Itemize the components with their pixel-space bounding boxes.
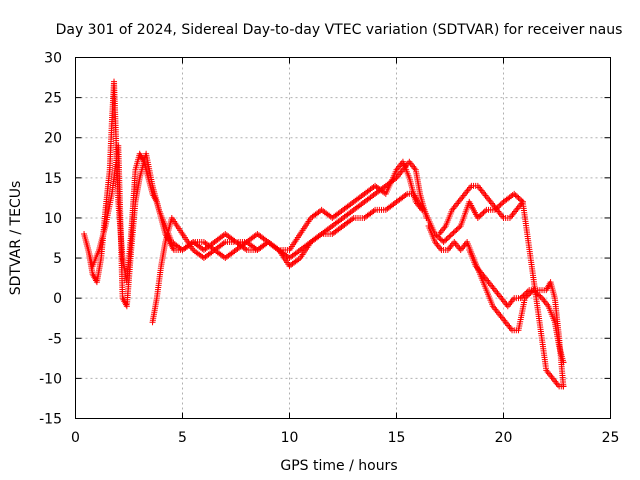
data-point — [517, 295, 524, 302]
x-tick-label: 5 — [178, 430, 187, 446]
x-axis-label: GPS time / hours — [280, 458, 397, 474]
data-point — [516, 196, 523, 203]
y-tick-label: 25 — [44, 91, 62, 107]
data-point — [442, 237, 449, 244]
x-tick-label: 20 — [495, 430, 513, 446]
data-point — [481, 208, 488, 215]
data-point — [449, 230, 456, 237]
data-point — [497, 201, 504, 208]
data-point — [454, 225, 461, 232]
data-point — [447, 232, 454, 239]
data-point — [519, 293, 526, 300]
data-point — [444, 235, 451, 241]
data-point — [515, 194, 522, 201]
series-track-6 — [436, 182, 567, 390]
data-point — [434, 233, 441, 240]
y-tick-label: 10 — [44, 211, 62, 227]
y-tick-label: 15 — [44, 171, 62, 187]
series-track-5 — [466, 247, 567, 390]
data-point — [512, 192, 519, 199]
x-tick-label: 0 — [71, 430, 80, 446]
data-point — [474, 214, 481, 221]
plot-frame — [75, 57, 611, 419]
series-track-3 — [149, 190, 526, 326]
data-point — [446, 233, 453, 240]
data-point — [496, 202, 503, 209]
y-axis-label: SDTVAR / TECUs — [8, 181, 24, 296]
x-tick-label: 10 — [281, 430, 299, 446]
data-point — [440, 239, 447, 246]
y-tick-label: 20 — [44, 131, 62, 147]
data-point — [456, 224, 463, 231]
data-point — [536, 292, 543, 299]
data-point — [437, 236, 444, 243]
data-point — [524, 288, 531, 295]
data-point — [451, 228, 458, 235]
data-point — [523, 289, 530, 296]
data-point — [521, 291, 528, 298]
data-point — [477, 212, 484, 219]
axis-ticks — [75, 57, 611, 419]
y-tick-label: 0 — [53, 291, 62, 307]
y-tick-label: -10 — [39, 371, 62, 387]
y-tick-label: -5 — [48, 331, 62, 347]
data-point — [479, 210, 486, 217]
series-track-2 — [83, 142, 426, 310]
data-point — [433, 232, 440, 239]
data-point — [453, 226, 460, 233]
grid-lines — [75, 57, 611, 419]
data-point — [450, 229, 457, 236]
chart-title: Day 301 of 2024, Sidereal Day-to-day VTE… — [56, 22, 623, 38]
y-tick-label: 5 — [53, 251, 62, 267]
y-tick-label: -15 — [39, 412, 62, 428]
data-point — [511, 190, 518, 197]
x-tick-label: 25 — [602, 430, 620, 446]
data-point — [443, 236, 450, 243]
data-point — [480, 209, 487, 216]
y-tick-label: 30 — [44, 51, 62, 67]
data-point — [520, 292, 527, 299]
data-points — [81, 78, 567, 390]
data-point — [476, 213, 483, 220]
x-tick-labels: 0 5 10 15 20 25 — [71, 430, 619, 446]
y-tick-labels: -15 -10 -5 0 5 10 15 20 25 30 — [39, 51, 62, 428]
data-point — [560, 383, 567, 390]
data-point — [514, 193, 521, 200]
x-tick-label: 15 — [388, 430, 406, 446]
